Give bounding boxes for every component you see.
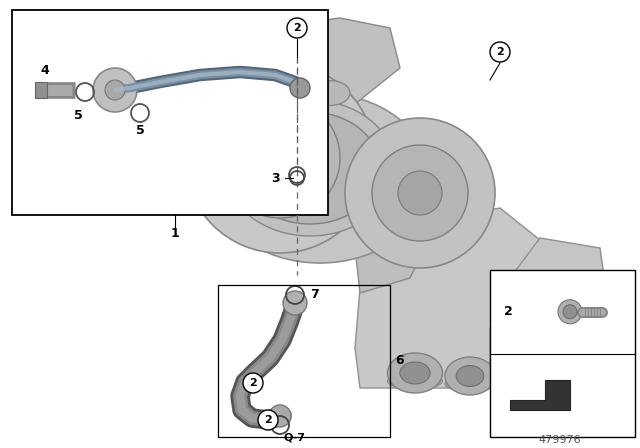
Text: 2: 2 [249,378,257,388]
Polygon shape [175,63,230,138]
Ellipse shape [387,353,442,393]
Circle shape [243,373,263,393]
Ellipse shape [445,357,495,395]
Ellipse shape [554,272,596,304]
Polygon shape [490,238,610,383]
Text: 2: 2 [293,23,301,33]
Text: 1: 1 [171,227,179,240]
Ellipse shape [456,366,484,387]
Ellipse shape [210,93,430,263]
Ellipse shape [445,376,495,392]
Circle shape [220,98,340,218]
Polygon shape [190,13,270,68]
Circle shape [490,42,510,62]
Text: 7: 7 [310,289,319,302]
Bar [105,133,135,173]
Circle shape [269,405,291,427]
Ellipse shape [225,100,395,236]
Bar [12,10,328,215]
Bar [130,128,220,178]
Circle shape [93,68,137,112]
Circle shape [283,291,307,315]
Text: Q-7: Q-7 [284,432,306,442]
Text: 5: 5 [136,124,145,137]
Ellipse shape [526,331,574,366]
Ellipse shape [240,112,380,224]
Ellipse shape [497,364,543,378]
Ellipse shape [538,339,562,357]
Circle shape [398,171,442,215]
Circle shape [105,80,125,100]
Bar [218,285,390,437]
Polygon shape [355,208,550,388]
Circle shape [185,63,375,253]
Bar [490,270,635,437]
Bar [116,138,119,168]
Circle shape [290,78,310,98]
Text: 6: 6 [395,353,404,366]
Text: 4: 4 [40,64,49,77]
Text: 2: 2 [504,305,513,318]
Bar [120,138,123,168]
Ellipse shape [400,362,430,384]
Circle shape [287,18,307,38]
Circle shape [563,305,577,319]
Text: 479976: 479976 [539,435,581,445]
Text: 3: 3 [271,172,280,185]
Circle shape [345,118,495,268]
Ellipse shape [508,353,532,373]
Polygon shape [355,198,440,293]
Circle shape [258,410,278,430]
Bar [35,82,47,98]
Circle shape [250,128,310,188]
Ellipse shape [310,81,350,105]
Text: 5: 5 [74,108,83,121]
Text: 2: 2 [496,47,504,57]
Text: 2: 2 [264,415,272,425]
Bar [112,138,115,168]
Bar [108,138,111,168]
Circle shape [558,300,582,324]
Circle shape [372,145,468,241]
Ellipse shape [497,345,543,381]
Polygon shape [510,380,570,410]
Ellipse shape [387,373,442,389]
Polygon shape [230,18,400,108]
Bar [124,138,127,168]
Ellipse shape [564,280,586,296]
